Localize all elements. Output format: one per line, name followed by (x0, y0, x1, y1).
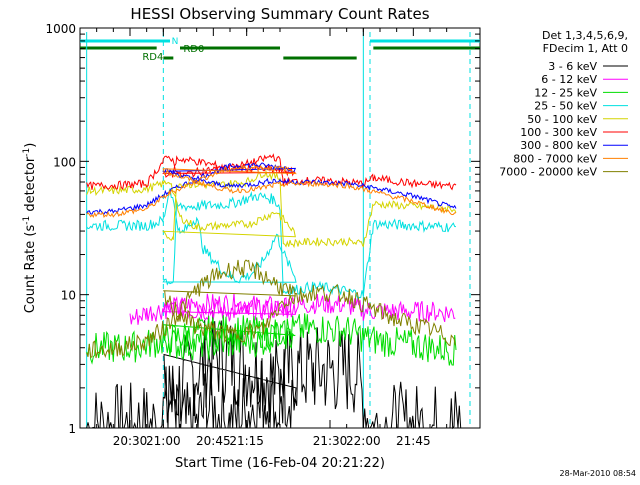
x-tick-label: 21:15 (229, 434, 264, 448)
series-line-3 (86, 188, 457, 300)
flag-bars: N RD0 RD4 (80, 32, 480, 428)
series-line-5 (86, 153, 457, 191)
y-tick-label: 100 (53, 155, 76, 169)
y-tick-label: 1000 (45, 22, 76, 36)
x-tick-label: 22:00 (346, 434, 381, 448)
series-line-1 (129, 293, 456, 325)
x-tick-label: 20:45 (196, 434, 231, 448)
legend-label: 800 - 7000 keV (513, 152, 597, 165)
flag-n-label: N (172, 37, 179, 47)
x-tick-label: 21:45 (396, 434, 431, 448)
legend-label: 25 - 50 keV (534, 100, 597, 113)
flag-rd4-label: RD4 (142, 52, 163, 63)
chart-title: HESSI Observing Summary Count Rates (130, 5, 429, 23)
series-line-7 (86, 164, 457, 219)
x-tick-label: 21:00 (146, 434, 181, 448)
legend-label: 50 - 100 keV (527, 113, 597, 126)
legend-label: 12 - 25 keV (534, 86, 597, 99)
series-line-8 (86, 259, 456, 359)
series-line-6 (86, 162, 457, 215)
x-tick-label: 21:30 (313, 434, 348, 448)
legend-label: 6 - 12 keV (541, 73, 597, 86)
legend-header-line-2: FDecim 1, Att 0 (543, 42, 628, 55)
x-axis-label: Start Time (16-Feb-04 20:21:22) (175, 456, 385, 471)
x-tick-label: 20:30 (113, 434, 148, 448)
legend: Det 1,3,4,5,6,9, FDecim 1, Att 0 3 - 6 k… (499, 29, 628, 179)
legend-label: 7000 - 20000 keV (499, 166, 597, 179)
legend-label: 300 - 800 keV (520, 139, 597, 152)
series-layer (86, 153, 462, 430)
series-line-0 (86, 310, 462, 430)
footer-timestamp: 28-Mar-2010 08:54 (560, 469, 637, 478)
legend-label: 3 - 6 keV (548, 60, 597, 73)
y-axis-label-group: Count Rate (s-1 detector-1) (22, 143, 38, 314)
y-tick-label: 10 (61, 289, 76, 303)
axes: 20:30 20:45 21:00 21:15 21:30 21:45 22:00 1 10 10… (45, 22, 480, 448)
flag-rd0-label: RD0 (183, 44, 204, 55)
y-tick-label: 1 (68, 422, 76, 436)
series-line-2 (86, 313, 457, 366)
y-axis-label: Count Rate (s-1 detector-1) (22, 143, 38, 314)
legend-label: 100 - 300 keV (520, 126, 597, 139)
legend-header-line-1: Det 1,3,4,5,6,9, (542, 29, 628, 42)
